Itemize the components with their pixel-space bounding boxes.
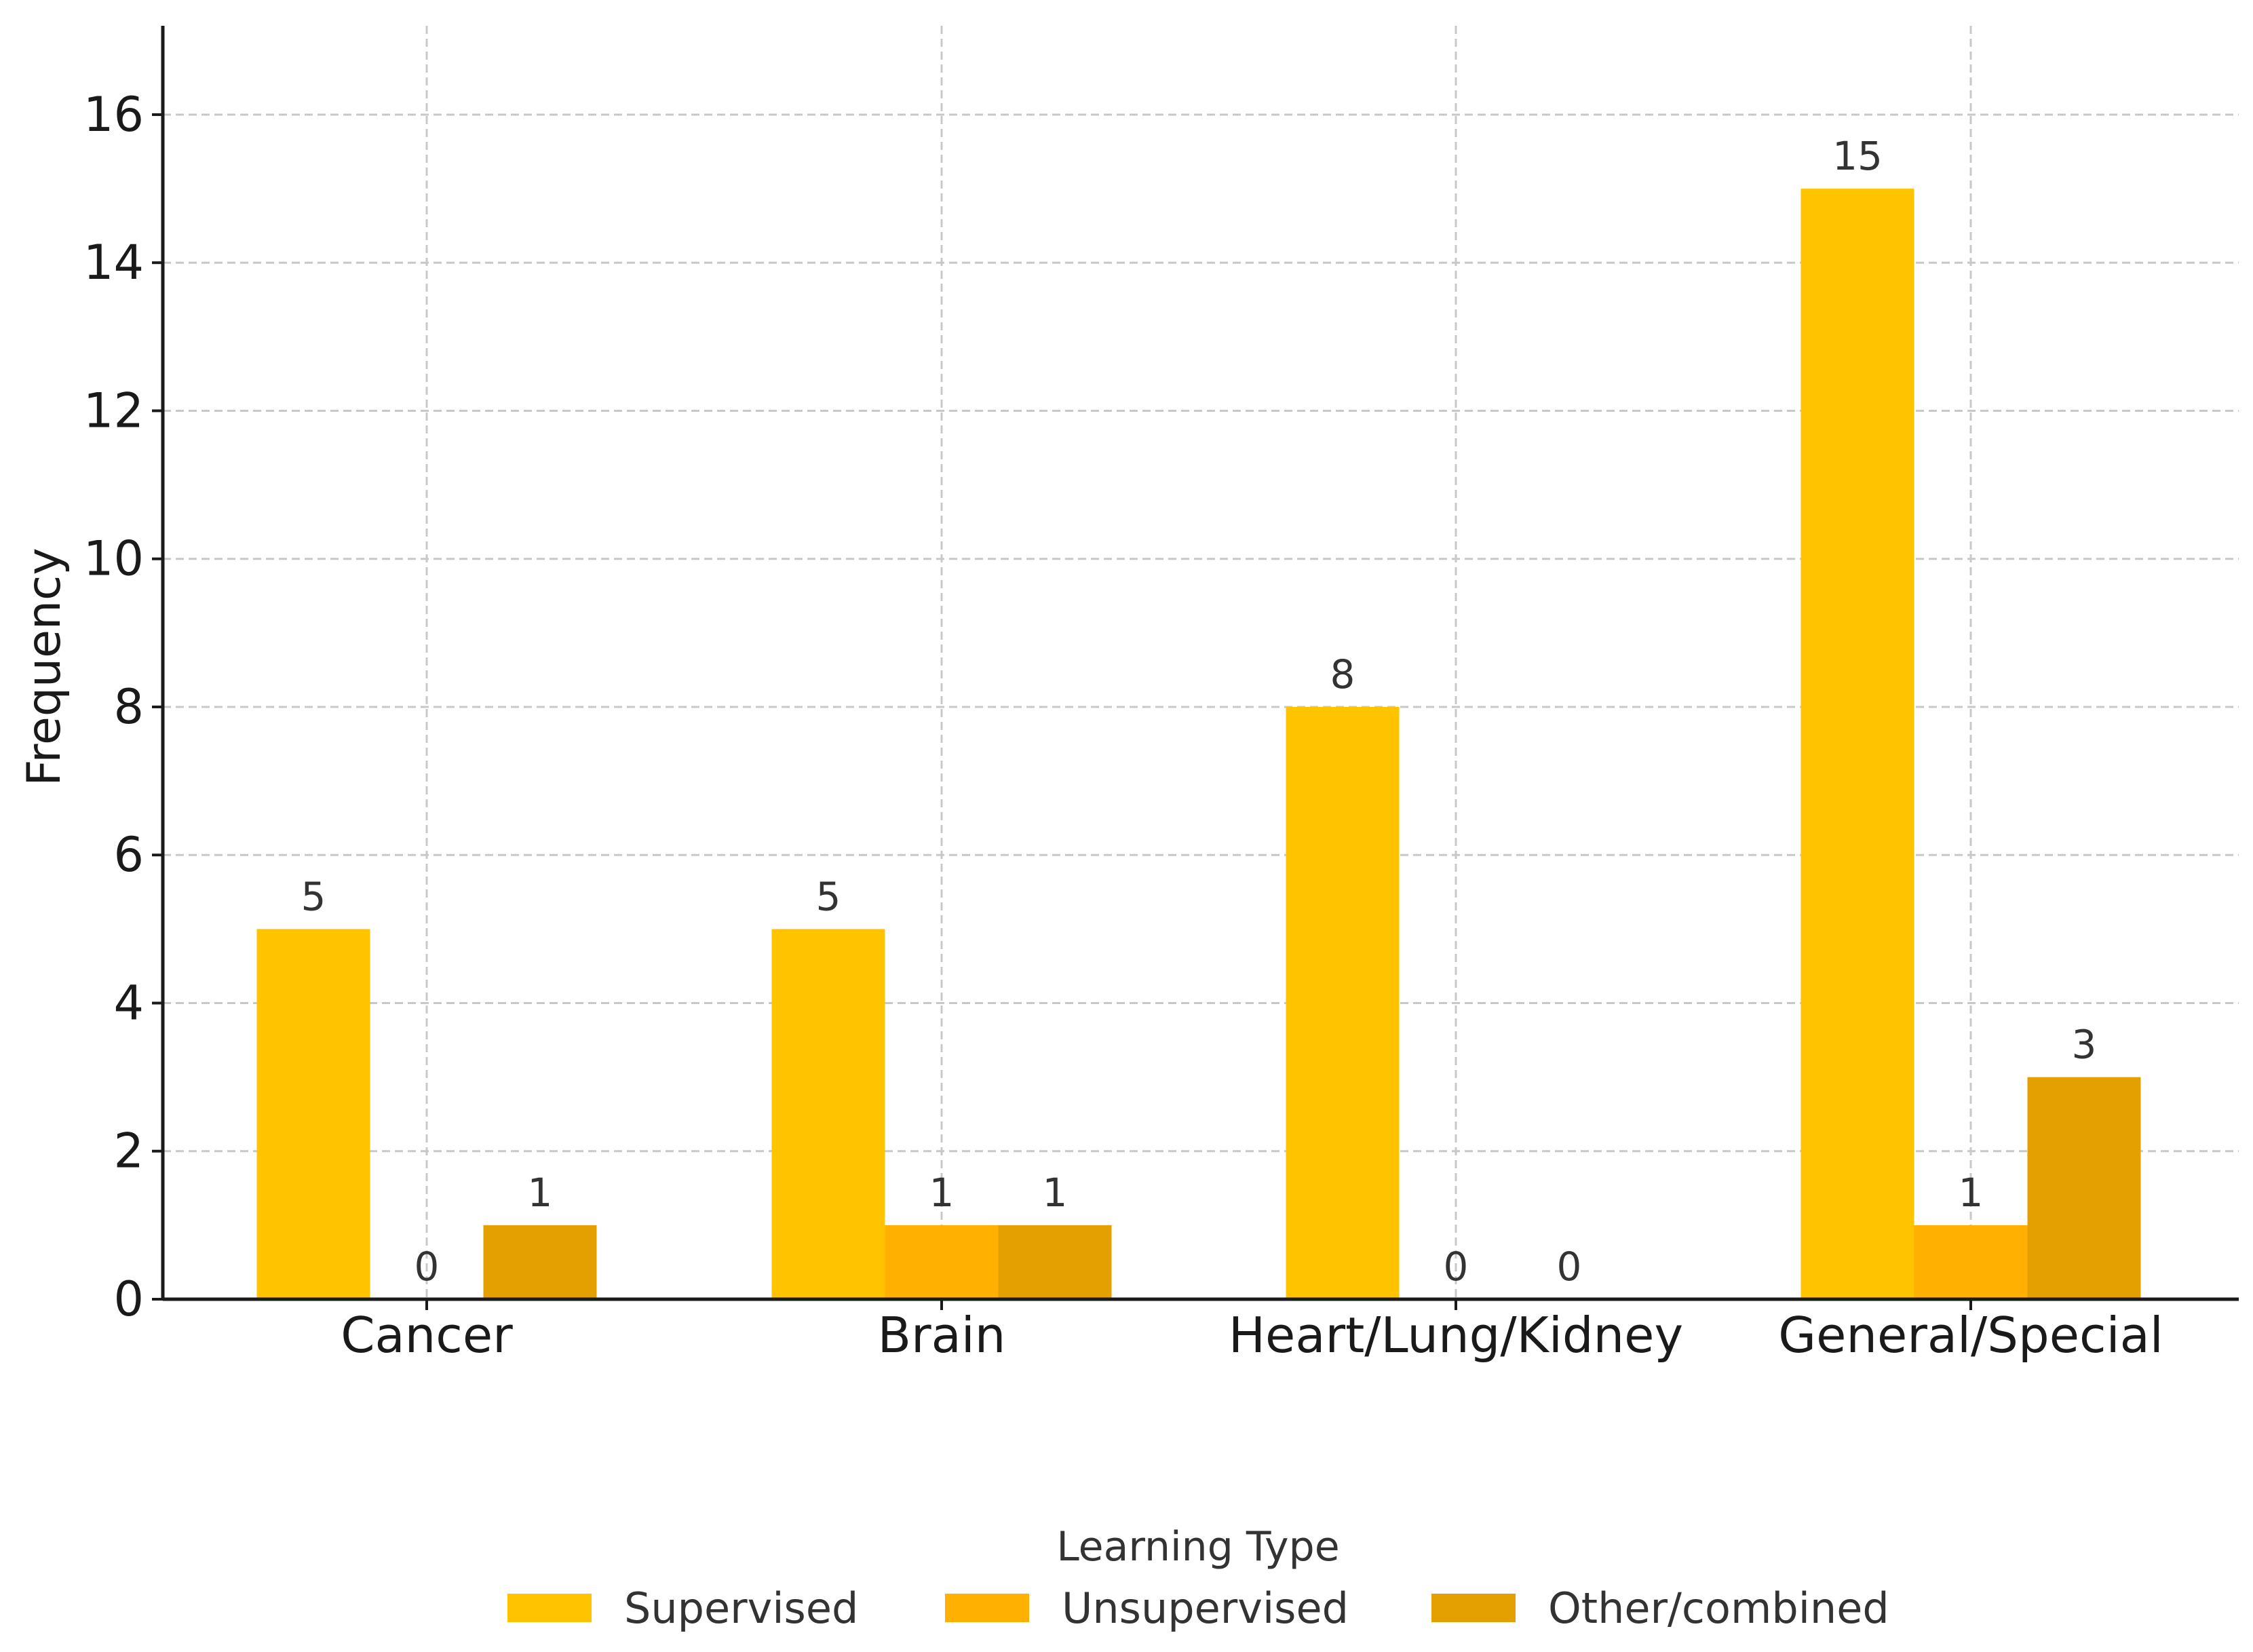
bar	[771, 929, 885, 1299]
bar	[256, 929, 370, 1299]
y-tick-label: 8	[113, 679, 144, 735]
legend-swatch	[507, 1594, 592, 1622]
data-label: 1	[528, 1170, 553, 1216]
y-ticks-layer: 0 2 4 6 8 10 12 14 16	[83, 87, 163, 1327]
y-tick-label: 10	[83, 531, 144, 587]
legend-title: Learning Type	[1056, 1523, 1339, 1571]
bar	[885, 1225, 999, 1299]
data-label: 8	[1330, 651, 1355, 697]
data-label: 1	[1043, 1170, 1068, 1216]
x-tick-label: Brain	[878, 1307, 1006, 1364]
axes-layer	[161, 26, 2239, 1301]
data-label: 0	[415, 1244, 440, 1290]
grid-layer	[163, 26, 2239, 1299]
legend-swatch	[1431, 1594, 1516, 1622]
x-tick-label: Cancer	[341, 1307, 513, 1364]
x-tick-label: General/Special	[1778, 1307, 2163, 1364]
y-tick-label: 4	[113, 975, 144, 1031]
data-label: 0	[1557, 1244, 1582, 1290]
data-label: 0	[1444, 1244, 1469, 1290]
x-ticks-layer: Cancer Brain Heart/Lung/Kidney General/Spec…	[341, 1299, 2163, 1364]
bars-layer	[256, 189, 2141, 1299]
x-tick-label: Heart/Lung/Kidney	[1229, 1307, 1683, 1364]
legend-label: Unsupervised	[1062, 1583, 1349, 1633]
bar	[2027, 1077, 2141, 1299]
bar	[1801, 189, 1914, 1299]
bar	[1914, 1225, 2028, 1299]
y-tick-label: 16	[83, 87, 144, 142]
legend-swatch	[945, 1594, 1029, 1622]
bar	[998, 1225, 1112, 1299]
legend-label: Supervised	[624, 1583, 858, 1633]
data-label: 15	[1832, 133, 1883, 179]
data-label: 1	[1959, 1170, 1984, 1216]
data-labels-layer: 5 5 8 15 0 1 0 1 1 1 0 3	[301, 133, 2097, 1290]
legend: Learning Type Supervised Unsupervised Othe…	[507, 1523, 1889, 1633]
y-tick-label: 6	[113, 827, 144, 883]
bar	[1286, 706, 1400, 1299]
legend-label: Other/combined	[1548, 1583, 1889, 1633]
bar	[483, 1225, 597, 1299]
y-tick-label: 2	[113, 1123, 144, 1179]
y-tick-label: 12	[83, 383, 144, 438]
y-tick-label: 14	[83, 235, 144, 290]
data-label: 5	[301, 873, 326, 919]
y-axis-title: Frequency	[18, 548, 71, 786]
data-label: 3	[2072, 1022, 2097, 1068]
data-label: 1	[929, 1170, 955, 1216]
y-tick-label: 0	[113, 1271, 144, 1327]
data-label: 5	[816, 873, 841, 919]
